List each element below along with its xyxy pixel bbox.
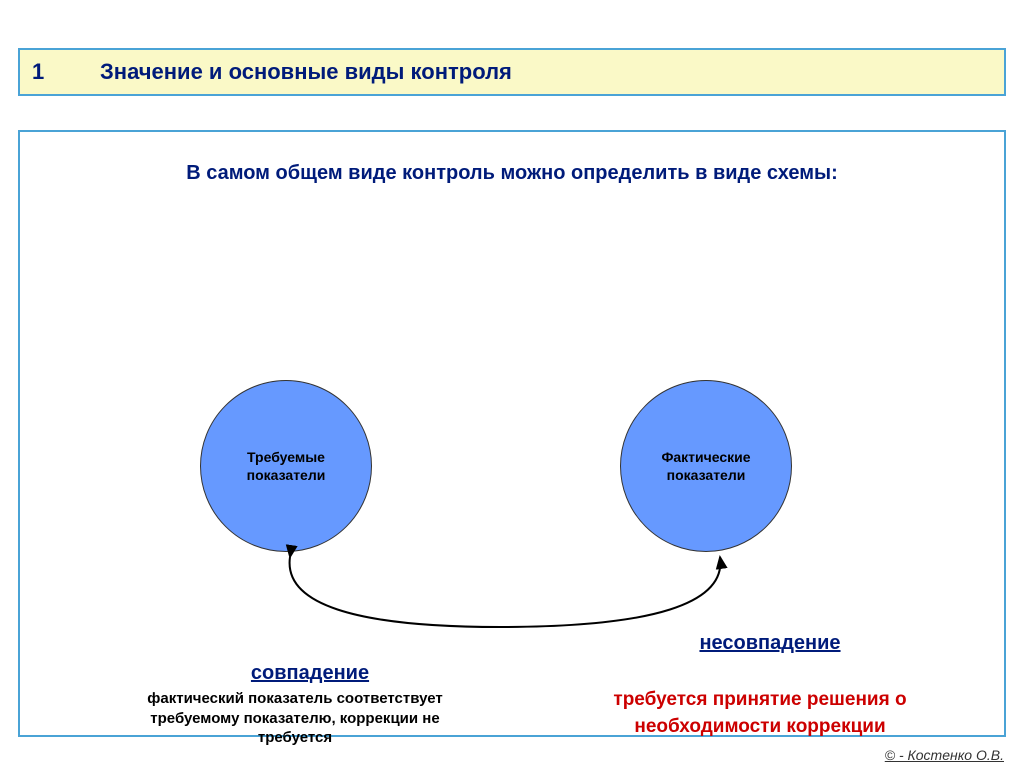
circle-actual-label: Фактические показатели — [631, 448, 781, 484]
desc-match: фактический показатель соответствует тре… — [115, 689, 475, 748]
main-content-box: В самом общем виде контроль можно опреде… — [18, 130, 1006, 737]
desc-mismatch: требуется принятие решения о необходимос… — [580, 687, 940, 740]
label-mismatch: несовпадение — [620, 632, 920, 655]
intro-text: В самом общем виде контроль можно опреде… — [20, 132, 1004, 186]
circle-required: Требуемые показатели — [200, 380, 372, 552]
header-bar: 1 Значение и основные виды контроля — [18, 48, 1006, 96]
credit-text: © - Костенко О.В. — [885, 747, 1004, 763]
header-title: Значение и основные виды контроля — [100, 59, 512, 85]
circle-required-label: Требуемые показатели — [211, 448, 361, 484]
label-match: совпадение — [160, 662, 460, 685]
circle-actual: Фактические показатели — [620, 380, 792, 552]
header-number: 1 — [20, 59, 100, 85]
